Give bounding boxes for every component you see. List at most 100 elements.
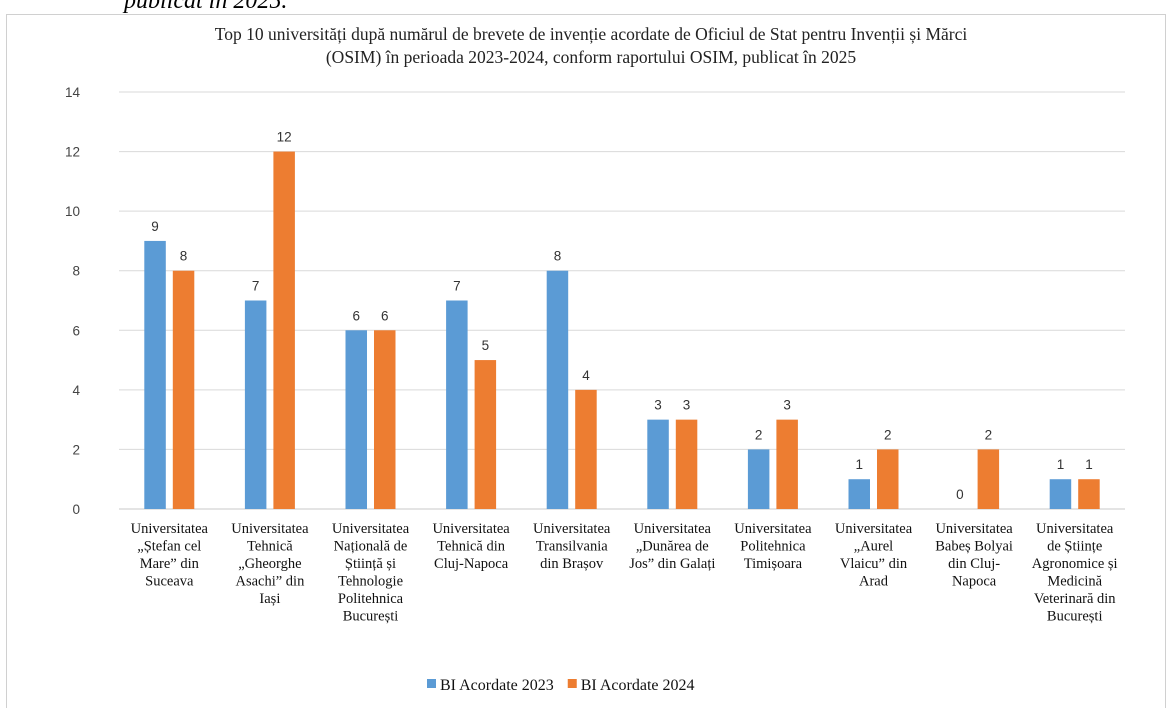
data-label: 6 xyxy=(381,308,389,323)
category-label: Veterinară din xyxy=(1034,591,1116,607)
legend-swatch xyxy=(567,679,577,688)
category-label: Știință și xyxy=(345,556,396,572)
category-label: Politehnica xyxy=(338,591,404,607)
bar xyxy=(546,270,569,509)
category-label: Universitatea xyxy=(432,521,510,537)
data-label: 9 xyxy=(151,219,159,234)
category-label: Jos” din Galați xyxy=(629,556,715,572)
data-label: 12 xyxy=(277,130,292,145)
category-label: din Brașov xyxy=(540,556,604,572)
bar xyxy=(675,419,698,509)
data-label: 2 xyxy=(985,427,993,442)
bar xyxy=(747,449,770,509)
category-label: Universitatea xyxy=(231,521,309,537)
category-label: București xyxy=(1047,609,1103,625)
category-label: Mare” din xyxy=(140,556,200,572)
data-label: 1 xyxy=(1057,457,1065,472)
category-label: Națională de xyxy=(334,539,408,555)
data-label: 2 xyxy=(755,427,763,442)
category-label: Universitatea xyxy=(131,521,209,537)
category-label: Vlaicu” din xyxy=(840,556,908,572)
bar xyxy=(877,449,899,509)
caption-fragment: publicat în 2025. xyxy=(124,0,288,14)
category-label: „Ștefan cel xyxy=(137,539,201,555)
data-label: 7 xyxy=(252,279,260,294)
category-label: Suceava xyxy=(145,574,194,590)
category-label: Tehnologie xyxy=(338,574,403,590)
category-label: Medicină xyxy=(1047,574,1102,590)
category-label: Transilvania xyxy=(536,539,609,555)
category-label: Tehnică xyxy=(247,539,293,555)
bar xyxy=(1049,479,1072,509)
category-label: Politehnica xyxy=(740,539,806,555)
category-label: Asachi” din xyxy=(235,574,305,590)
data-label: 6 xyxy=(352,308,360,323)
data-label: 2 xyxy=(884,427,892,442)
bar xyxy=(474,360,497,509)
data-label: 3 xyxy=(783,398,791,413)
data-label: 8 xyxy=(180,249,188,264)
data-label: 5 xyxy=(482,338,490,353)
legend-label: BI Acordate 2024 xyxy=(581,677,695,694)
bar xyxy=(374,330,396,509)
bar xyxy=(848,479,870,509)
bars xyxy=(144,151,1100,510)
bar xyxy=(446,300,468,509)
legend-label: BI Acordate 2023 xyxy=(440,677,554,694)
legend: BI Acordate 2023 BI Acordate 2024 xyxy=(427,677,695,694)
bar xyxy=(273,151,295,510)
gridlines xyxy=(119,91,1125,510)
data-label: 3 xyxy=(654,398,662,413)
bar xyxy=(575,389,597,509)
category-label: Universitatea xyxy=(734,521,812,537)
category-label: Universitatea xyxy=(634,521,712,537)
data-label: 1 xyxy=(1085,457,1093,472)
category-label: din Cluj- xyxy=(948,556,1000,572)
category-label: Universitatea xyxy=(332,521,410,537)
y-tick-label: 8 xyxy=(72,264,80,279)
bar xyxy=(244,300,267,509)
bar xyxy=(977,449,1000,509)
category-label: Agronomice și xyxy=(1032,556,1118,572)
y-tick-label: 10 xyxy=(65,204,80,219)
bar xyxy=(345,330,367,509)
chart-title-line-2: (OSIM) în perioada 2023-2024, conform ra… xyxy=(326,47,857,67)
bar xyxy=(172,270,195,509)
y-tick-label: 6 xyxy=(72,323,80,338)
data-label: 4 xyxy=(582,368,590,383)
category-label: Babeș Bolyai xyxy=(935,539,1013,555)
data-label: 1 xyxy=(855,457,863,472)
category-label: Iași xyxy=(259,591,280,607)
chart-frame: Top 10 universități după numărul de brev… xyxy=(6,14,1166,708)
category-label: Napoca xyxy=(952,574,997,590)
bar-chart: Top 10 universități după numărul de brev… xyxy=(65,24,1125,694)
bar xyxy=(1078,479,1100,509)
y-tick-label: 14 xyxy=(65,85,81,100)
category-label: Cluj-Napoca xyxy=(434,556,509,572)
y-tick-label: 2 xyxy=(72,442,80,457)
data-label: 7 xyxy=(453,279,461,294)
category-label: București xyxy=(343,609,399,625)
category-label: „Aurel xyxy=(854,539,893,555)
category-label: Arad xyxy=(859,574,889,590)
y-axis-ticks: 0 2 4 6 8 10 12 14 xyxy=(65,85,81,517)
category-label: Tehnică din xyxy=(437,539,506,555)
y-tick-label: 4 xyxy=(72,383,80,398)
data-label: 8 xyxy=(554,249,562,264)
data-label: 0 xyxy=(956,487,964,502)
category-label: Universitatea xyxy=(935,521,1013,537)
category-label: Universitatea xyxy=(835,521,913,537)
category-label: Universitatea xyxy=(533,521,611,537)
category-label: „Gheorghe xyxy=(238,556,301,572)
data-label: 3 xyxy=(683,398,691,413)
bar xyxy=(647,419,669,509)
y-tick-label: 12 xyxy=(65,145,80,160)
category-label: Timișoara xyxy=(744,556,803,572)
legend-swatch xyxy=(427,679,436,688)
category-label: de Științe xyxy=(1047,539,1102,555)
chart-title-line-1: Top 10 universități după numărul de brev… xyxy=(215,24,968,44)
category-label: „Dunărea de xyxy=(636,539,709,555)
chart-title: Top 10 universități după numărul de brev… xyxy=(215,24,968,67)
